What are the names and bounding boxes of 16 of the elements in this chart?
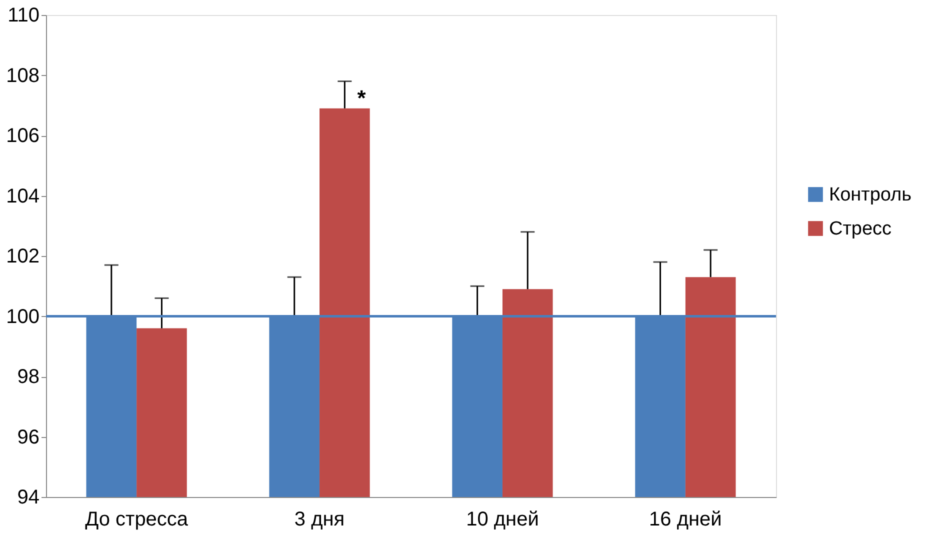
y-tick-label: 100	[6, 306, 40, 328]
y-tick-label: 96	[17, 426, 40, 448]
legend-label: Стресс	[829, 218, 892, 240]
y-tick-label: 108	[6, 64, 40, 87]
legend-label: Контроль	[829, 184, 912, 206]
y-tick-label: 98	[17, 366, 40, 388]
y-tick-label: 104	[6, 185, 40, 208]
x-tick-label: 10 дней	[466, 508, 539, 530]
y-tick-label: 106	[6, 125, 40, 147]
y-tick-label: 110	[8, 4, 40, 26]
x-tick-label: 16 дней	[649, 508, 722, 530]
y-tick-label: 102	[6, 246, 40, 268]
x-tick-label: 3 дня	[294, 508, 345, 530]
annotation: *	[357, 85, 366, 110]
y-tick-label: 94	[17, 486, 40, 508]
x-tick-label: До стресса	[85, 508, 189, 530]
